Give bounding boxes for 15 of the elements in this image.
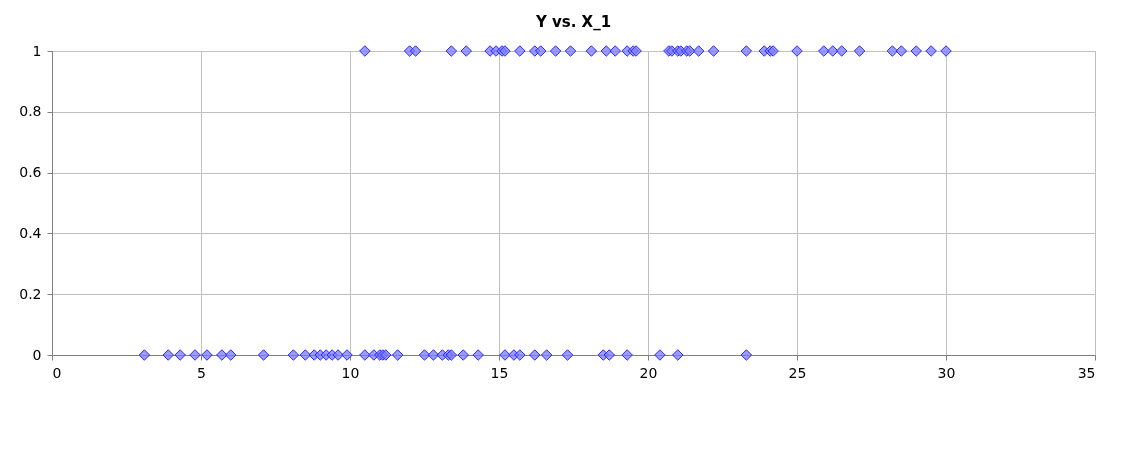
x-tick-label: 15 [490,364,509,381]
y-tick-label: 1 [32,42,42,59]
y-tick-label: 0.8 [19,103,42,120]
x-tick-label: 30 [937,364,956,381]
x-tick-label: 25 [788,364,807,381]
y-tick-label: 0 [32,346,42,363]
y-tick-label: 0.4 [19,224,42,241]
chart-title: Y vs. X_1 [534,12,612,31]
y-tick-label: 0.6 [19,164,42,181]
x-tick-label: 5 [197,364,206,381]
x-tick-label: 35 [1077,364,1096,381]
x-tick-label: 0 [52,364,62,381]
x-tick-label: 10 [341,364,360,381]
y-tick-label: 0.2 [19,285,42,302]
x-tick-label: 20 [639,364,658,381]
